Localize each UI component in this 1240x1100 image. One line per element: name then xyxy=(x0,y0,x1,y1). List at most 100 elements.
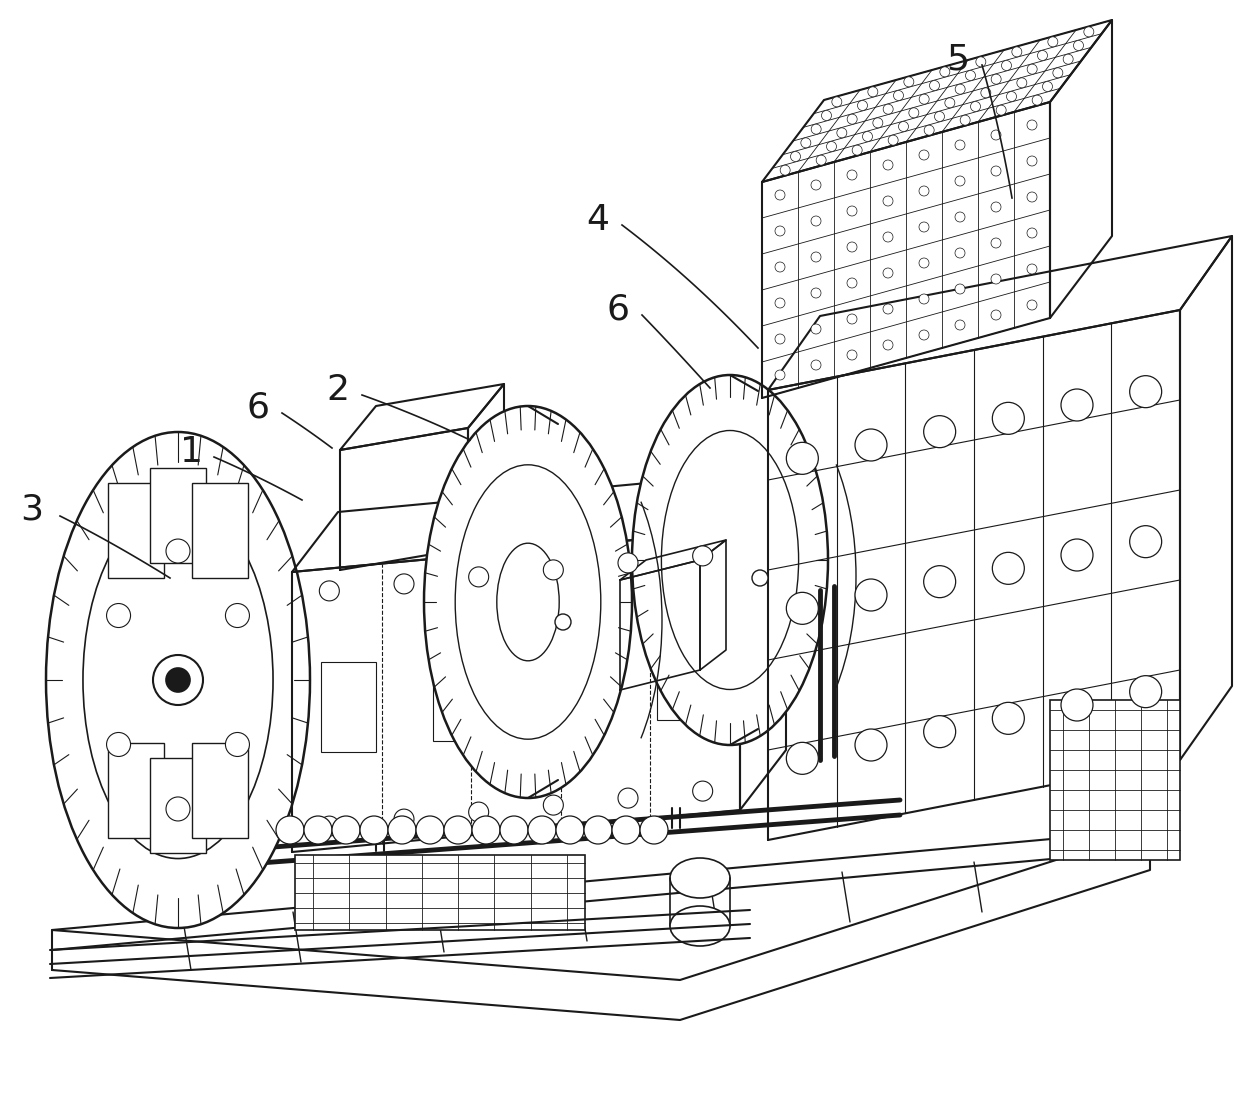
Circle shape xyxy=(924,416,956,448)
Circle shape xyxy=(1027,64,1037,74)
Circle shape xyxy=(1084,26,1094,36)
Circle shape xyxy=(991,310,1001,320)
Text: 4: 4 xyxy=(587,204,610,236)
Circle shape xyxy=(919,95,929,104)
Circle shape xyxy=(226,733,249,757)
Circle shape xyxy=(1017,78,1027,88)
Circle shape xyxy=(955,85,965,95)
Polygon shape xyxy=(1050,20,1112,318)
Circle shape xyxy=(924,565,956,597)
Circle shape xyxy=(955,140,965,150)
Circle shape xyxy=(904,77,914,87)
Circle shape xyxy=(883,104,893,114)
Polygon shape xyxy=(763,102,1050,398)
Circle shape xyxy=(919,222,929,232)
Circle shape xyxy=(1061,539,1092,571)
Circle shape xyxy=(360,816,388,844)
Circle shape xyxy=(556,816,584,844)
Circle shape xyxy=(996,106,1006,116)
Circle shape xyxy=(107,733,130,757)
Circle shape xyxy=(226,604,249,627)
Circle shape xyxy=(1130,376,1162,408)
Circle shape xyxy=(1048,36,1058,47)
Polygon shape xyxy=(467,384,503,548)
Circle shape xyxy=(935,111,945,121)
Circle shape xyxy=(1002,60,1012,70)
Circle shape xyxy=(1130,675,1162,707)
Circle shape xyxy=(856,429,887,461)
Circle shape xyxy=(444,816,472,844)
Circle shape xyxy=(955,212,965,222)
Circle shape xyxy=(584,816,613,844)
Circle shape xyxy=(394,574,414,594)
Circle shape xyxy=(847,206,857,216)
Ellipse shape xyxy=(632,375,828,745)
Circle shape xyxy=(945,98,955,108)
Circle shape xyxy=(992,552,1024,584)
Circle shape xyxy=(837,128,847,138)
Circle shape xyxy=(919,294,929,304)
Circle shape xyxy=(847,278,857,288)
Circle shape xyxy=(166,668,190,692)
Circle shape xyxy=(981,88,991,98)
Circle shape xyxy=(955,284,965,294)
Circle shape xyxy=(894,90,904,100)
Circle shape xyxy=(166,798,190,821)
Circle shape xyxy=(991,74,1001,85)
Polygon shape xyxy=(340,384,503,450)
Circle shape xyxy=(1053,68,1063,78)
Circle shape xyxy=(780,165,790,175)
Circle shape xyxy=(991,274,1001,284)
Text: 6: 6 xyxy=(606,293,630,327)
Circle shape xyxy=(775,298,785,308)
Circle shape xyxy=(811,324,821,334)
Circle shape xyxy=(930,80,940,90)
Circle shape xyxy=(394,810,414,829)
Circle shape xyxy=(775,334,785,344)
Circle shape xyxy=(1063,54,1073,64)
Circle shape xyxy=(827,142,837,152)
Text: 1: 1 xyxy=(181,434,203,469)
Circle shape xyxy=(960,116,970,125)
Circle shape xyxy=(883,160,893,170)
Circle shape xyxy=(320,816,340,836)
Circle shape xyxy=(991,166,1001,176)
Circle shape xyxy=(919,186,929,196)
Circle shape xyxy=(955,248,965,258)
Circle shape xyxy=(873,118,883,128)
Circle shape xyxy=(992,403,1024,434)
Bar xyxy=(150,468,206,563)
Circle shape xyxy=(1027,156,1037,166)
Circle shape xyxy=(786,592,818,625)
Circle shape xyxy=(693,546,713,565)
Circle shape xyxy=(899,121,909,132)
Polygon shape xyxy=(763,20,1112,182)
Circle shape xyxy=(991,130,1001,140)
Bar xyxy=(1050,700,1180,860)
Circle shape xyxy=(107,604,130,627)
Circle shape xyxy=(924,125,934,135)
Circle shape xyxy=(1027,228,1037,238)
Circle shape xyxy=(1061,689,1092,720)
Bar xyxy=(433,651,489,741)
Circle shape xyxy=(1074,41,1084,51)
Circle shape xyxy=(153,654,203,705)
Circle shape xyxy=(320,581,340,601)
Circle shape xyxy=(856,729,887,761)
Circle shape xyxy=(640,816,668,844)
Circle shape xyxy=(832,97,842,107)
Polygon shape xyxy=(1180,236,1233,760)
Circle shape xyxy=(1027,264,1037,274)
Circle shape xyxy=(811,252,821,262)
Polygon shape xyxy=(701,540,725,670)
Circle shape xyxy=(966,70,976,80)
Circle shape xyxy=(811,288,821,298)
Bar xyxy=(321,662,376,751)
Circle shape xyxy=(1007,91,1017,101)
Circle shape xyxy=(304,816,332,844)
Circle shape xyxy=(992,702,1024,735)
Circle shape xyxy=(863,132,873,142)
Circle shape xyxy=(909,108,919,118)
Circle shape xyxy=(976,57,986,67)
Circle shape xyxy=(775,262,785,272)
